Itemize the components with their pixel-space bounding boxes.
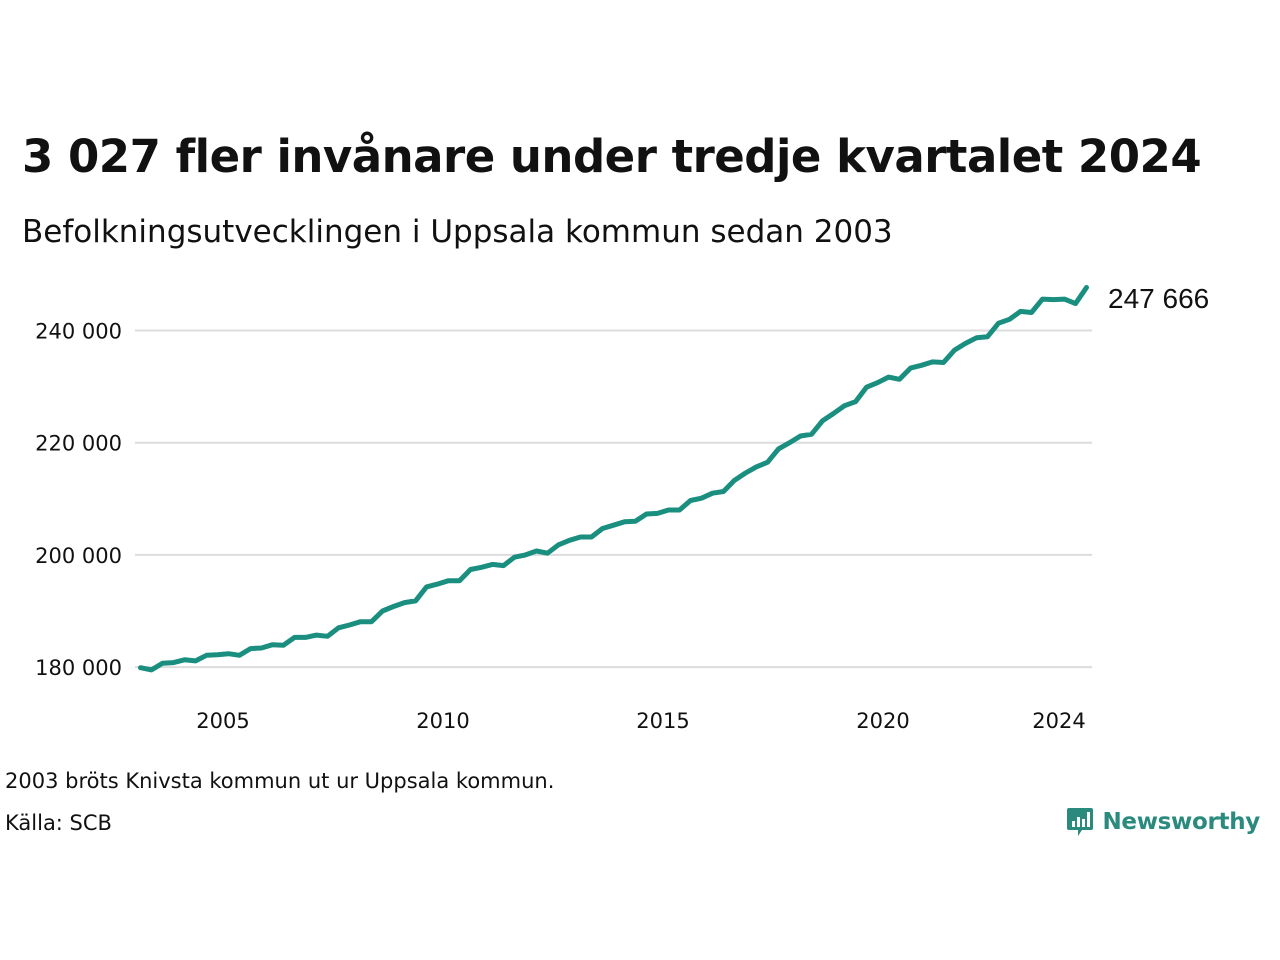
series-layer xyxy=(138,285,1089,673)
grid-lines xyxy=(135,329,1092,669)
x-axis-ticks: 2005 2010 2015 2020 2024 xyxy=(196,709,1085,733)
series-line xyxy=(138,285,1089,673)
footnote: 2003 bröts Knivsta kommun ut ur Uppsala … xyxy=(5,769,555,793)
x-tick-label: 2015 xyxy=(636,709,689,733)
brand-name: Newsworthy xyxy=(1102,809,1260,835)
chart-subtitle: Befolkningsutvecklingen i Uppsala kommun… xyxy=(22,214,893,250)
x-tick-label: 2010 xyxy=(416,709,469,733)
newsworthy-logo-icon xyxy=(1067,808,1094,836)
y-axis-ticks: 180 000 200 000 220 000 240 000 xyxy=(35,319,122,680)
x-tick-label: 2020 xyxy=(856,709,909,733)
source-note: Källa: SCB xyxy=(5,811,112,835)
y-tick-label: 240 000 xyxy=(35,319,122,343)
x-tick-label: 2024 xyxy=(1032,709,1085,733)
y-tick-label: 200 000 xyxy=(35,544,122,568)
y-tick-label: 220 000 xyxy=(35,432,122,456)
chart-title: 3 027 fler invånare under tredje kvartal… xyxy=(22,130,1202,183)
x-tick-label: 2005 xyxy=(196,709,249,733)
y-tick-label: 180 000 xyxy=(35,656,122,680)
end-value-label: 247 666 xyxy=(1108,283,1209,314)
brand-logo: Newsworthy xyxy=(1066,806,1260,838)
